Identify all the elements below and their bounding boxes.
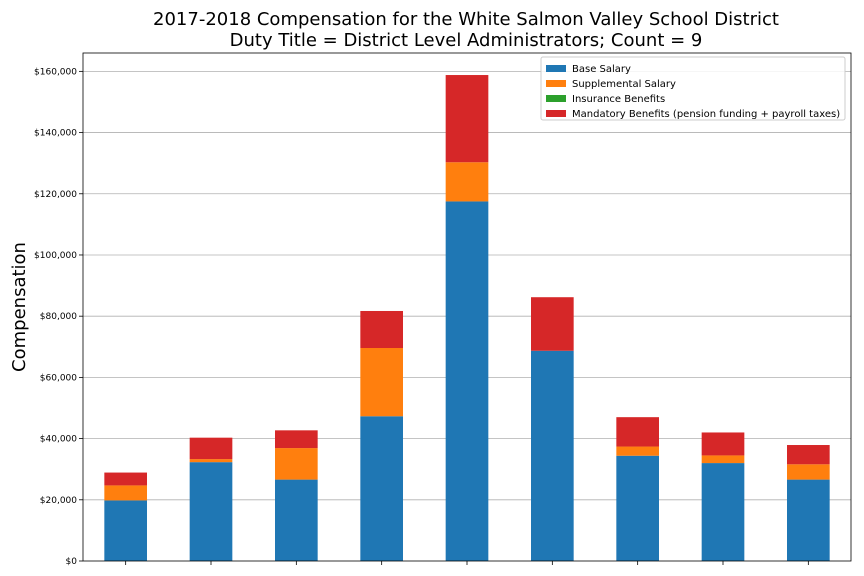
y-axis-label: Compensation — [9, 242, 30, 372]
bar-segment — [189, 437, 233, 460]
bar-stack — [189, 437, 233, 561]
legend: Base Salary Supplemental Salary Insurance … — [540, 56, 846, 121]
bar-segment — [616, 446, 659, 456]
bar-stack — [787, 445, 830, 561]
legend-box — [540, 56, 846, 121]
legend-swatch — [546, 95, 566, 102]
bar-segment — [104, 500, 147, 561]
bar-stack — [445, 75, 489, 561]
bar-segment — [275, 479, 318, 561]
bar-segment — [275, 430, 318, 449]
bar-segment — [189, 459, 233, 463]
y-tick-label: $120,000 — [34, 190, 77, 200]
bar-stack — [104, 472, 147, 561]
bar-segment — [531, 350, 574, 561]
legend-label: Supplemental Salary — [572, 79, 676, 90]
bar-stack — [701, 432, 745, 561]
bar-segment — [787, 479, 830, 561]
bar-segment — [189, 462, 233, 561]
bar-segment — [616, 417, 659, 447]
bar-stack — [275, 430, 318, 561]
legend-label: Mandatory Benefits (pension funding + pa… — [572, 109, 840, 120]
bar-segment — [360, 416, 403, 561]
bar-segment — [787, 464, 830, 480]
legend-label: Insurance Benefits — [572, 94, 665, 105]
bar-segment — [445, 162, 489, 202]
bar-stack — [531, 297, 574, 561]
bar-segment — [787, 445, 830, 465]
chart-title: 2017-2018 Compensation for the White Sal… — [153, 9, 779, 30]
bar-segment — [104, 485, 147, 501]
y-tick-label: $0 — [66, 557, 78, 567]
y-tick-label: $20,000 — [40, 496, 77, 506]
y-tick-label: $100,000 — [34, 251, 77, 261]
bar-segment — [531, 297, 574, 351]
bar-segment — [616, 455, 659, 561]
bar-segment — [701, 432, 745, 456]
legend-swatch — [546, 80, 566, 87]
y-tick-label: $40,000 — [40, 435, 77, 445]
bar-segment — [104, 472, 147, 486]
bar-segment — [701, 463, 745, 561]
bar-segment — [275, 448, 318, 480]
y-tick-label: $80,000 — [40, 312, 77, 322]
bar-segment — [445, 75, 489, 163]
legend-swatch — [546, 110, 566, 117]
x-axis-ticks — [125, 561, 809, 565]
bar-segment — [360, 310, 403, 349]
y-axis-ticks: $0 $20,000 $40,000 $60,000 $80,000 $100,000 $1… — [34, 67, 83, 567]
chart-subtitle: Duty Title = District Level Administrato… — [230, 30, 703, 51]
bar-segment — [445, 201, 489, 561]
bar-segment — [701, 455, 745, 464]
y-tick-label: $140,000 — [34, 129, 77, 139]
bar-stack — [616, 417, 659, 561]
bar-stacks — [104, 75, 830, 561]
y-tick-label: $160,000 — [34, 67, 77, 77]
bar-stack — [360, 310, 403, 561]
y-tick-label: $60,000 — [40, 373, 77, 383]
bar-segment — [360, 348, 403, 417]
legend-label: Base Salary — [572, 64, 631, 75]
legend-swatch — [546, 65, 566, 72]
